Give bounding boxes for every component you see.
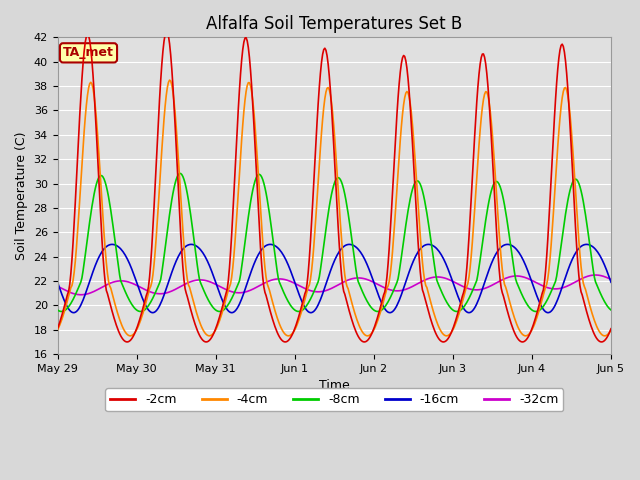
X-axis label: Time: Time [319, 379, 349, 393]
Title: Alfalfa Soil Temperatures Set B: Alfalfa Soil Temperatures Set B [206, 15, 462, 33]
Legend: -2cm, -4cm, -8cm, -16cm, -32cm: -2cm, -4cm, -8cm, -16cm, -32cm [105, 388, 563, 411]
Text: TA_met: TA_met [63, 47, 114, 60]
Y-axis label: Soil Temperature (C): Soil Temperature (C) [15, 132, 28, 260]
